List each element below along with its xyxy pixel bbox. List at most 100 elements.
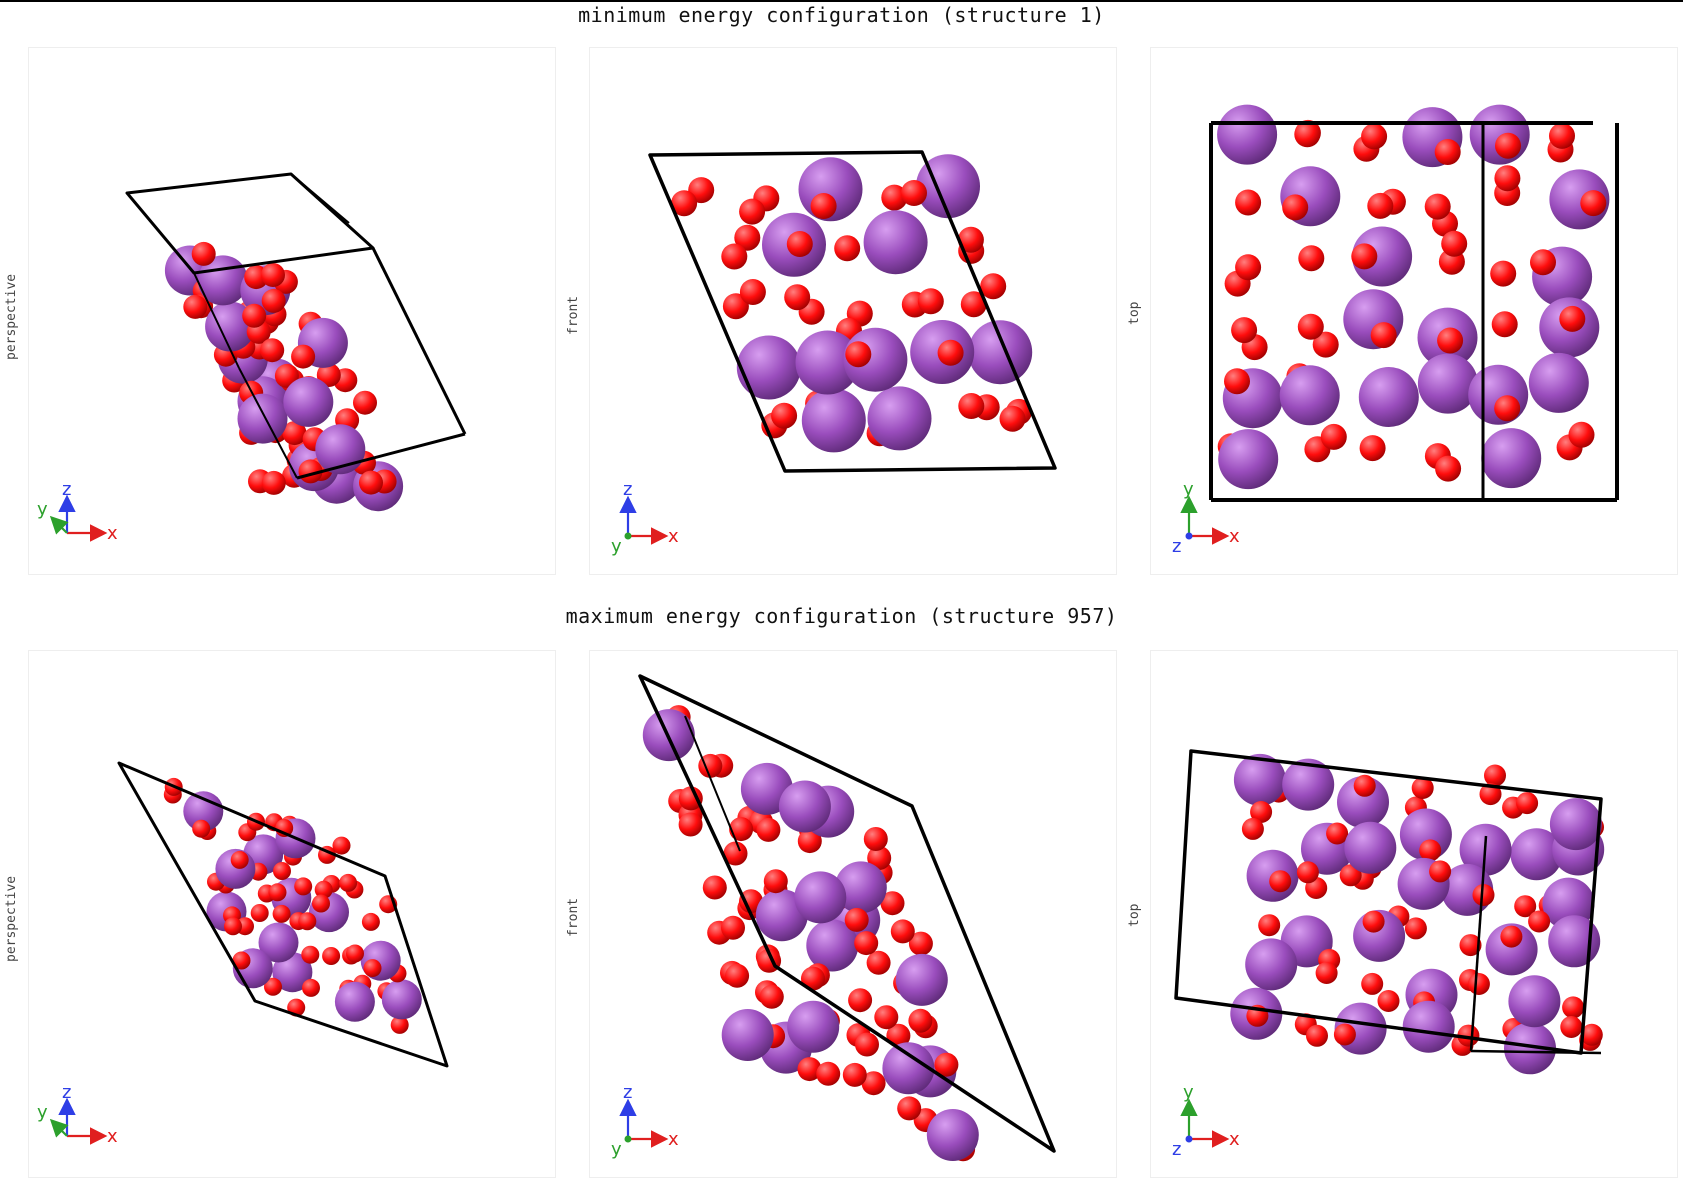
red-atom (282, 421, 307, 446)
y-axis-label: y (1183, 1082, 1194, 1103)
red-atom (183, 294, 208, 319)
red-atom (1559, 305, 1586, 332)
purple-atom (283, 376, 334, 427)
red-atom (908, 1008, 933, 1033)
panel-min-top[interactable]: x y z (1150, 47, 1678, 575)
purple-atom (237, 393, 288, 444)
y-axis-label: y (611, 536, 622, 557)
view-label-min-front: front (566, 295, 581, 335)
red-atom (1361, 972, 1384, 995)
red-atom (848, 988, 873, 1013)
red-atom (1353, 774, 1376, 797)
x-axis-label: x (107, 523, 118, 544)
top-rule (0, 0, 1683, 2)
red-atom (897, 1096, 922, 1121)
red-atom (678, 786, 703, 811)
red-atom (1484, 764, 1506, 787)
structure-render: xzy (611, 150, 1057, 557)
red-atom (363, 959, 382, 978)
red-atom (242, 303, 267, 328)
purple-atom (736, 335, 801, 400)
red-atom (1339, 864, 1362, 887)
red-atom (1370, 322, 1397, 349)
x-axis-label: x (1229, 526, 1240, 547)
red-atom (721, 243, 748, 270)
red-atom (261, 288, 286, 313)
view-label-max-perspective: perspective (4, 875, 19, 962)
red-atom (191, 241, 216, 266)
panel-min-front[interactable]: x z y (589, 47, 1117, 575)
red-atom (361, 912, 380, 931)
red-atom (854, 931, 879, 956)
y-axis-label: y (37, 1102, 48, 1123)
red-atom (1235, 254, 1262, 281)
red-atom (359, 470, 383, 495)
red-atom (1312, 331, 1339, 358)
red-atom (801, 966, 825, 991)
red-atom (301, 945, 320, 964)
red-atom (797, 829, 822, 854)
panel-max-top[interactable]: x y z (1150, 650, 1678, 1178)
purple-atom (916, 154, 980, 219)
cell-edge (1469, 835, 1488, 1052)
purple-atom (1508, 975, 1561, 1028)
purple-atom (1233, 753, 1286, 806)
red-atom (1472, 884, 1495, 906)
cell-edge (296, 432, 466, 480)
purple-atom (258, 922, 299, 963)
z-axis-label: z (1172, 536, 1181, 557)
red-atom (353, 390, 377, 415)
structure-render: xzy (37, 761, 449, 1147)
red-atom (1580, 190, 1607, 217)
red-atom (1530, 249, 1556, 276)
purple-atom (794, 871, 847, 924)
red-atom (867, 846, 892, 870)
red-atom (1241, 817, 1264, 840)
red-atom (1411, 777, 1434, 799)
purple-atom (1549, 798, 1602, 851)
purple-atom (334, 981, 375, 1022)
red-atom (312, 894, 330, 913)
red-atom (1231, 317, 1258, 344)
red-atom (1580, 1023, 1603, 1046)
red-atom (1306, 1024, 1328, 1047)
cell-edge (238, 367, 298, 479)
purple-atom (1485, 923, 1538, 976)
red-atom (260, 338, 285, 363)
red-atom (268, 883, 287, 902)
panel-max-front[interactable]: x z y (589, 650, 1117, 1178)
purple-atom (787, 1000, 840, 1053)
red-atom (1568, 421, 1595, 448)
red-atom (261, 470, 286, 495)
red-atom (264, 977, 282, 996)
view-label-min-perspective: perspective (4, 273, 19, 360)
axis-triad: x z y (611, 1082, 679, 1160)
red-atom (999, 405, 1026, 432)
x-axis-label: x (668, 1129, 679, 1150)
red-atom (1333, 1023, 1356, 1046)
red-atom (332, 836, 351, 855)
section-title-min: minimum energy configuration (structure … (578, 3, 1105, 27)
red-atom (272, 904, 291, 923)
red-atom (1424, 193, 1451, 220)
purple-atom (778, 780, 831, 833)
red-atom (1560, 1016, 1583, 1038)
purple-atom (1510, 828, 1563, 881)
purple-atom (863, 210, 928, 275)
red-atom (346, 944, 364, 963)
red-atom (1367, 192, 1394, 219)
red-atom (845, 341, 872, 368)
purple-atom (968, 320, 1033, 385)
red-atom (1404, 917, 1427, 940)
red-atom (390, 1015, 409, 1034)
red-atom (1294, 121, 1321, 148)
red-atom (723, 841, 748, 866)
red-atom (1429, 860, 1452, 883)
purple-atom (381, 979, 422, 1020)
y-axis-label: y (37, 499, 48, 520)
purple-atom (1245, 938, 1298, 991)
red-atom (721, 915, 745, 940)
purple-atom (1358, 367, 1419, 427)
